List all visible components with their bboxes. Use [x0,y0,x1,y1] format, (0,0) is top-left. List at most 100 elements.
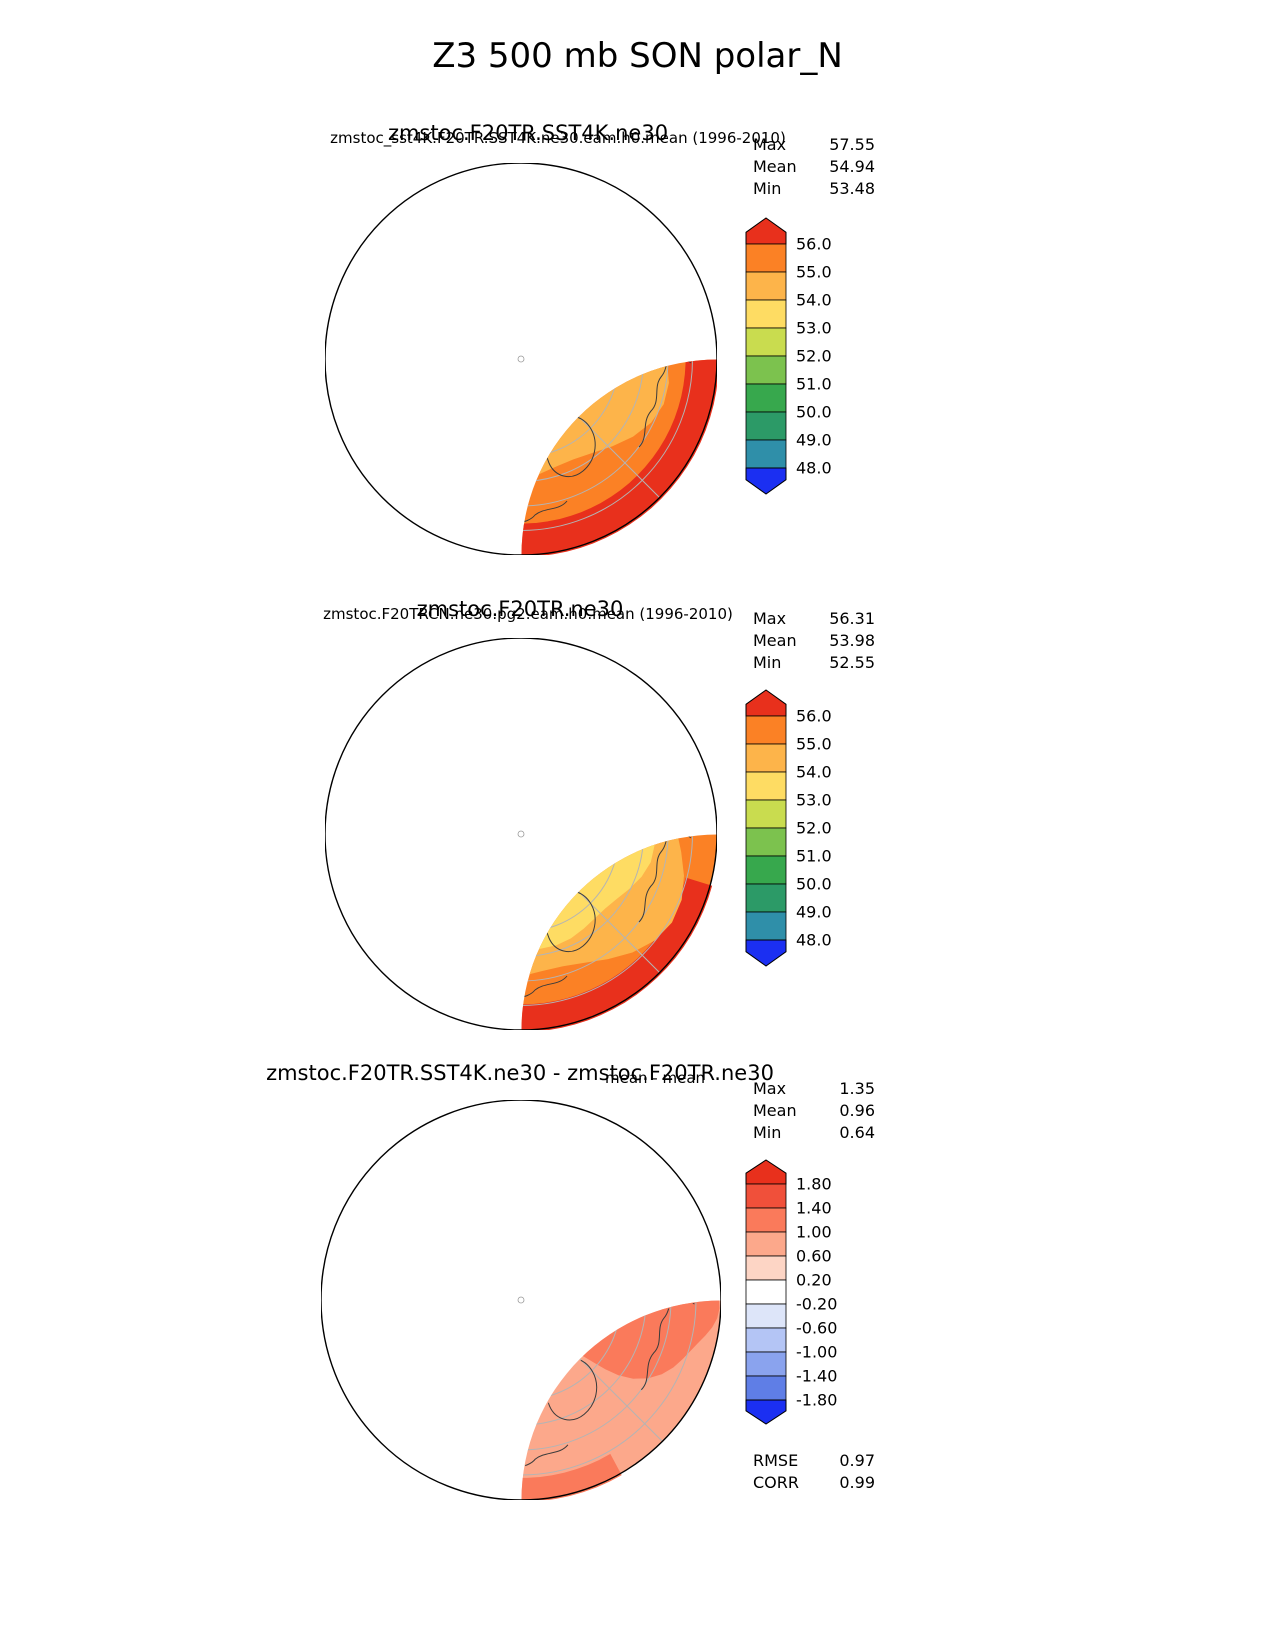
colorbar-tick-label: 1.80 [796,1175,832,1194]
panel1-title: zmstoc.F20TR.SST4K.ne30 [387,121,669,145]
stat-label-min: Min [753,1123,782,1142]
colorbar-under-arrow [745,467,787,495]
colorbar-tick-label: 49.0 [796,431,832,450]
contour-region [521,359,606,437]
stat-label-max: Max [753,609,787,628]
pole-marker [517,1296,525,1304]
stat-row-max: Max 57.55 [753,134,875,156]
colorbar-segment [745,1183,787,1209]
stat-label-mean: Mean [753,157,797,176]
colorbar-segment [745,743,787,773]
colorbar-tick-label: 50.0 [796,875,832,894]
panel3-skill-scores: RMSE 0.97 CORR 0.99 [753,1450,875,1494]
colorbar-segment [745,855,787,885]
stat-value-corr: 0.99 [839,1473,875,1492]
polar-map-svg [325,638,717,1030]
stat-value-mean: 53.98 [829,631,875,650]
colorbar-segment [745,355,787,385]
colorbar-tick-label: -1.00 [796,1343,837,1362]
colorbar-svg: 1.80 1.40 1.00 0.60 0.20 -0.20 -0.60 -1.00 -1.40… [745,1159,837,1425]
colorbar-segment [745,883,787,913]
contour-band [521,877,713,1030]
panel3-map [321,1100,721,1500]
colorbar-segment [745,1231,787,1257]
pole-marker [517,355,525,363]
stat-value-min: 52.55 [829,653,875,672]
graticule [521,1300,697,1476]
stat-row-mean: Mean 54.94 [753,156,875,178]
stat-row-max: Max 1.35 [753,1078,875,1100]
colorbar-segment [745,1327,787,1353]
stat-value-mean: 0.96 [839,1101,875,1120]
colorbar-segment [745,299,787,329]
contour-region [521,1312,555,1401]
stat-value-min: 0.64 [839,1123,875,1142]
colorbar-tick-label: 51.0 [796,847,832,866]
stat-row-rmse: RMSE 0.97 [753,1450,875,1472]
colorbar-tick-label: 52.0 [796,819,832,838]
colorbar-over-arrow [745,1159,787,1185]
panel2-subtitle: zmstoc.F20TRCN.ne30.pg2.eam.h0.mean (199… [323,605,733,623]
stat-label-max: Max [753,1079,787,1098]
colorbar-segment [745,715,787,745]
stat-value-max: 56.31 [829,609,875,628]
colorbar-tick-label: 1.00 [796,1223,832,1242]
panel3-colorbar: 1.80 1.40 1.00 0.60 0.20 -0.20 -0.60 -1.00 -1.40… [745,1158,865,1426]
colorbar-segment [745,799,787,829]
stat-label-min: Min [753,653,782,672]
colorbar-tick-label: 55.0 [796,735,832,754]
stat-label-rmse: RMSE [753,1451,799,1470]
contour-band [332,739,357,892]
stat-value-rmse: 0.97 [839,1451,875,1470]
colorbar-segment [745,911,787,941]
colorbar-tick-label: 51.0 [796,375,832,394]
colorbar-under-arrow [745,1399,787,1425]
colorbar-tick-label: 49.0 [796,903,832,922]
colorbar-segment [745,1279,787,1305]
graticule [521,359,693,531]
stat-row-max: Max 56.31 [753,608,875,630]
stat-row-min: Min 0.64 [753,1122,875,1144]
panel3-stats: Max 1.35 Mean 0.96 Min 0.64 [753,1078,875,1144]
colorbar-tick-label: 53.0 [796,319,832,338]
colorbar-tick-label: 48.0 [796,459,832,478]
stat-row-corr: CORR 0.99 [753,1472,875,1494]
colorbar-segment [745,383,787,413]
stat-value-min: 53.48 [829,179,875,198]
colorbar-tick-label: 54.0 [796,763,832,782]
colorbar-tick-label: 56.0 [796,235,832,254]
colorbar-segment [745,271,787,301]
stat-value-max: 1.35 [839,1079,875,1098]
stat-label-mean: Mean [753,1101,797,1120]
colorbar-segment [745,411,787,441]
colorbar-over-arrow [745,689,787,717]
panel1-colorbar: 56.0 55.0 54.0 53.0 52.0 51.0 50.0 49.0 48.0 [745,216,865,496]
colorbar-over-arrow [745,217,787,245]
graticule [521,834,693,1006]
colorbar-segment [745,243,787,273]
panel2-colorbar: 56.0 55.0 54.0 53.0 52.0 51.0 50.0 49.0 48.0 [745,688,865,968]
colorbar-tick-label: -0.20 [796,1295,837,1314]
colorbar-tick-label: -1.80 [796,1391,837,1410]
colorbar-tick-label: 56.0 [796,707,832,726]
colorbar-segment [745,827,787,857]
stat-row-mean: Mean 53.98 [753,630,875,652]
colorbar-tick-label: 53.0 [796,791,832,810]
colorbar-tick-label: 55.0 [796,263,832,282]
colorbar-tick-label: 50.0 [796,403,832,422]
colorbar-tick-label: 1.40 [796,1199,832,1218]
panel2-map [325,638,717,1030]
stat-label-corr: CORR [753,1473,799,1492]
colorbar-tick-label: 0.20 [796,1271,832,1290]
colorbar-under-arrow [745,939,787,967]
polar-map-svg [321,1100,721,1500]
polar-map-svg [325,163,717,555]
contour-region [521,359,669,485]
colorbar-segment [745,1207,787,1233]
figure-title: Z3 500 mb SON polar_N [432,36,843,76]
stat-label-max: Max [753,135,787,154]
stat-row-min: Min 53.48 [753,178,875,200]
panel1-subtitle: zmstoc_sst4K.F20TR.SST4K.ne30.eam.h0.mea… [330,129,786,147]
colorbar-tick-label: -0.60 [796,1319,837,1338]
